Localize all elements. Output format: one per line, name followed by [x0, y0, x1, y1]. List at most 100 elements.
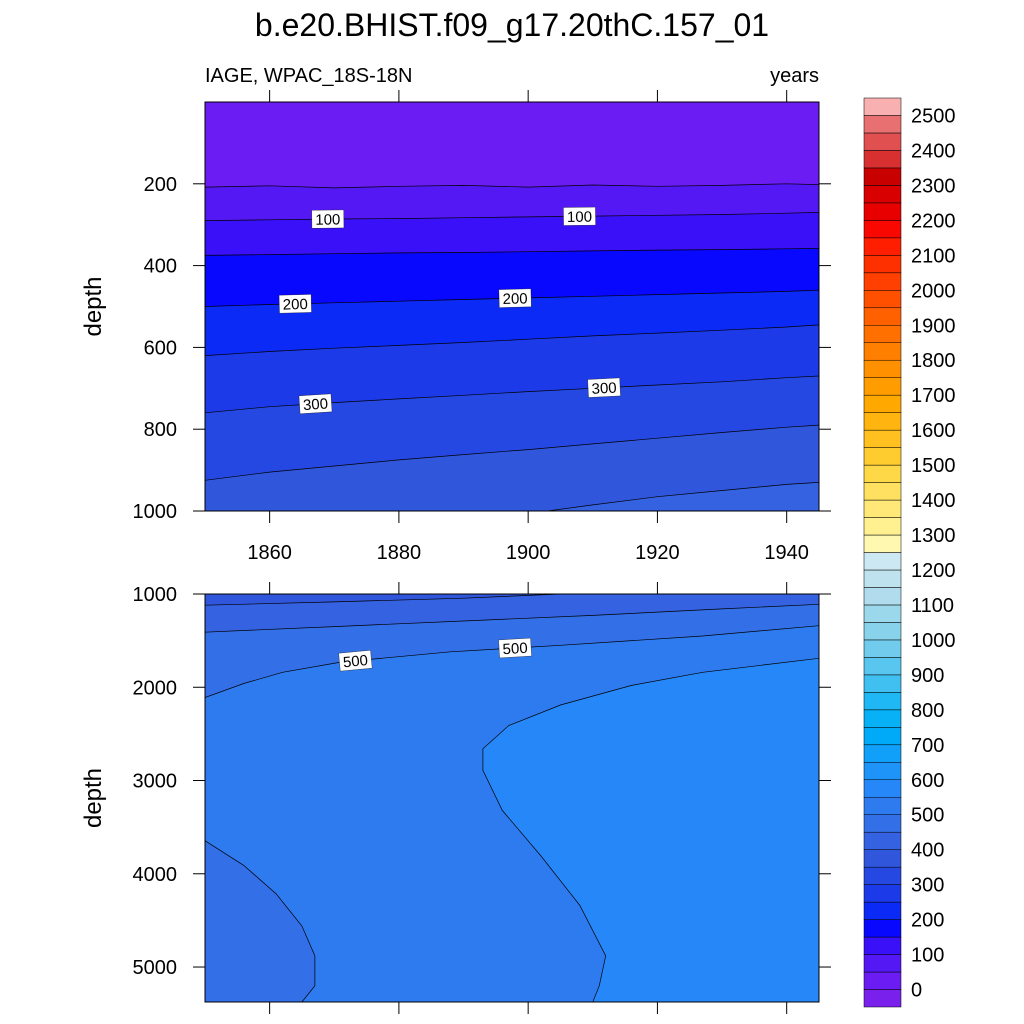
colorbar-label: 900: [911, 665, 944, 687]
colorbar-label: 1200: [911, 560, 956, 582]
contour-label-box: [298, 393, 333, 414]
contour-label-box: [587, 377, 621, 398]
x-tick-label: 1880: [377, 542, 422, 564]
colorbar-box: [863, 849, 902, 868]
y-tick-label: 200: [144, 174, 177, 196]
colorbar-box: [863, 901, 902, 920]
y-tick-label: 3000: [133, 771, 178, 793]
colorbar-label: 100: [911, 945, 944, 967]
colorbar-box: [863, 796, 902, 815]
contour-label: 200: [502, 290, 527, 308]
x-tick-label: 1940: [764, 542, 809, 564]
colorbar-label: 2300: [911, 175, 956, 197]
y-tick-label: 1000: [133, 501, 178, 523]
colorbar-box: [863, 377, 902, 396]
colorbar-label: 800: [911, 700, 944, 722]
colorbar-label: 400: [911, 840, 944, 862]
colorbar-label: 1300: [911, 525, 956, 547]
contour-label-group: 500: [338, 650, 373, 671]
colorbar-box: [863, 325, 902, 343]
contour-label-box: [563, 206, 596, 226]
right-string: years: [770, 65, 819, 87]
colorbar-label: 2200: [911, 210, 956, 232]
colorbar-box: [863, 692, 902, 711]
colorbar-box: [863, 464, 902, 483]
contour-line: [205, 625, 819, 698]
contour-label-box: [498, 288, 532, 308]
colorbar-label: 300: [911, 875, 944, 897]
colorbar-box: [863, 115, 902, 134]
colorbar-box: [863, 884, 902, 903]
colorbar-label: 1400: [911, 490, 956, 512]
contour-label: 500: [502, 640, 528, 658]
colorbar-label: 2400: [911, 140, 956, 162]
colorbar-box: [863, 989, 902, 1008]
contour-label: 100: [567, 209, 592, 226]
colorbar-box: [863, 307, 902, 326]
left-string: IAGE, WPAC_18S-18N: [205, 65, 412, 87]
colorbar-box: [863, 674, 902, 693]
colorbar-box: [863, 202, 902, 221]
colorbar-label: 600: [911, 770, 944, 792]
colorbar-box: [863, 359, 902, 378]
colorbar-box: [863, 290, 902, 309]
contour-label-group: 200: [498, 288, 532, 308]
y-tick-label: 400: [144, 256, 177, 278]
x-tick-label: 1900: [506, 542, 551, 564]
colorbar-label: 1800: [911, 350, 956, 372]
colorbar-box: [863, 587, 902, 606]
contour-fill: [482, 658, 819, 1002]
colorbar-label: 700: [911, 735, 944, 757]
contour-line: [547, 482, 819, 511]
y-tick-label: 5000: [133, 957, 178, 979]
colorbar-box: [863, 429, 902, 448]
colorbar-label: 1000: [911, 630, 956, 652]
colorbar-label: 1700: [911, 385, 956, 407]
colorbar-box: [863, 831, 902, 850]
colorbar-label: 500: [911, 805, 944, 827]
y-tick-label: 800: [144, 419, 177, 441]
contour-label-group: 300: [298, 393, 333, 415]
colorbar-box: [863, 954, 902, 973]
contour-label: 300: [303, 396, 329, 415]
contour-label: 100: [315, 211, 340, 228]
contour-label-group: 100: [563, 206, 596, 226]
colorbar-box: [863, 534, 902, 553]
contour-line: [205, 183, 819, 189]
contour-line: [205, 248, 819, 256]
contour-panel: 100 100 200 200 300 300: [205, 102, 819, 511]
plot-frame: [204, 593, 820, 1003]
colorbar-box: [863, 185, 902, 204]
y-tick-label: 600: [144, 337, 177, 359]
colorbar-box: [863, 622, 902, 641]
x-tick-label: 1920: [635, 542, 680, 564]
colorbar-box: [863, 499, 902, 518]
colorbar-box: [863, 971, 902, 990]
colorbar-box: [863, 866, 902, 885]
y-axis-label: depth: [80, 276, 107, 336]
contour-line: [482, 657, 819, 1002]
colorbar-box: [863, 412, 902, 431]
contour-panel: 500 500: [205, 594, 819, 1002]
contour-label: 300: [591, 380, 617, 398]
y-tick-label: 1000: [133, 584, 178, 606]
colorbar-label: 2100: [911, 245, 956, 267]
contour-label-group: 500: [498, 637, 532, 659]
y-tick-label: 2000: [133, 677, 178, 699]
contour-label-group: 300: [587, 377, 621, 398]
plot-frame: [204, 101, 820, 512]
contour-label-box: [278, 294, 312, 314]
chart-title: b.e20.BHIST.f09_g17.20thC.157_01: [255, 7, 769, 43]
colorbar-box: [863, 97, 902, 116]
colorbar-box: [863, 517, 902, 536]
contour-label-box: [498, 637, 532, 659]
colorbar-box: [863, 936, 902, 955]
colorbar-box: [863, 150, 902, 169]
contour-fill: [205, 425, 819, 511]
colorbar-box: [863, 919, 902, 938]
colorbar-box: [863, 779, 902, 798]
y-tick-label: 4000: [133, 864, 178, 886]
contour-line: [205, 594, 573, 606]
contour-label-group: 100: [311, 209, 345, 229]
